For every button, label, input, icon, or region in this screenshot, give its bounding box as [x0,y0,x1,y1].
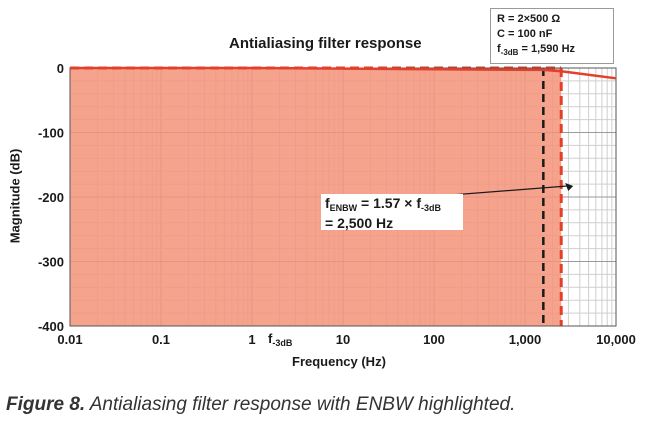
x-tick-label: 0.1 [152,332,170,347]
figure-caption: Figure 8. Antialiasing filter response w… [6,394,516,415]
x-axis-label: Frequency (Hz) [292,354,386,369]
x-tick-label: 10 [336,332,350,347]
x-tick-label: 1,000 [509,332,542,347]
enbw-highlight [70,66,563,326]
x-tick-label: 10,000 [596,332,636,347]
enbw-annotation: fENBW = 1.57 × f-3dB = 2,500 Hz [321,194,463,231]
y-tick-label: 0 [57,61,64,76]
x-tick-label: 100 [423,332,445,347]
enbw-band [70,68,562,326]
param-c: C = 100 nF [497,28,553,40]
f3db-tick-label: f-3dB [268,331,293,348]
response-line [70,66,617,80]
chart-title: Antialiasing filter response [229,35,422,52]
parameter-box: R = 2×500 Ω C = 100 nF f-3dB = 1,590 Hz [490,8,614,64]
y-tick-label: -300 [38,255,64,270]
tick-labels: 0.01 0.1 1 10 100 1,000 10,000 0 -100 -200 -300 -40… [38,61,636,347]
param-r: R = 2×500 Ω [497,13,561,25]
annotation-arrowhead [565,183,574,191]
y-tick-label: -200 [38,190,64,205]
y-tick-label: -100 [38,126,64,141]
x-tick-label: 0.01 [57,332,82,347]
y-tick-label: -400 [38,319,64,334]
param-f3db: f-3dB = 1,590 Hz [497,43,576,57]
x-tick-label: 1 [248,332,255,347]
